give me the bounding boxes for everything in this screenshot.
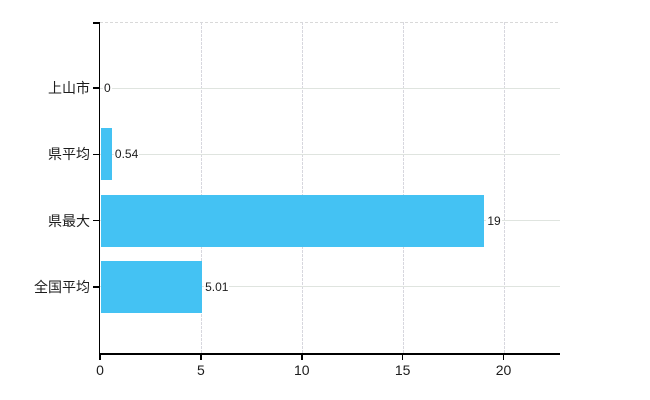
- x-tick: [401, 353, 404, 360]
- y-tick: [93, 153, 100, 156]
- y-axis-top-tick: [93, 22, 100, 24]
- value-label: 0.54: [113, 147, 140, 162]
- category-label: 全国平均: [34, 278, 90, 295]
- y-tick: [93, 87, 100, 89]
- gridline-vertical: [402, 22, 404, 353]
- y-axis-line: [98, 22, 100, 360]
- x-tick-label: 0: [96, 362, 104, 378]
- plot-top-border: [100, 22, 560, 23]
- bar[interactable]: [101, 260, 203, 313]
- x-tick: [301, 353, 303, 360]
- y-tick: [93, 286, 100, 288]
- x-tick-label: 5: [196, 362, 205, 378]
- category-label: 県最大: [48, 212, 90, 229]
- x-tick-label: 15: [394, 362, 411, 378]
- x-tick-label: 10: [293, 362, 310, 378]
- bar[interactable]: [101, 194, 485, 247]
- value-label: 5.01: [204, 279, 230, 294]
- category-label: 県平均: [48, 146, 90, 163]
- gridline-vertical: [301, 22, 303, 353]
- bar[interactable]: [101, 128, 112, 181]
- x-tick: [99, 353, 101, 360]
- gridline-horizontal: [100, 286, 560, 288]
- x-tick: [502, 353, 505, 360]
- gridline-vertical: [200, 22, 202, 353]
- x-tick: [200, 353, 202, 360]
- y-tick: [93, 219, 100, 222]
- gridline-vertical: [503, 22, 505, 353]
- value-label: 19: [486, 213, 502, 228]
- gridline-horizontal: [100, 153, 560, 155]
- x-axis-line: [98, 353, 560, 355]
- x-tick-label: 20: [495, 362, 512, 378]
- category-label: 上山市: [48, 80, 90, 97]
- gridline-horizontal: [100, 87, 560, 89]
- value-label: 0: [103, 81, 112, 96]
